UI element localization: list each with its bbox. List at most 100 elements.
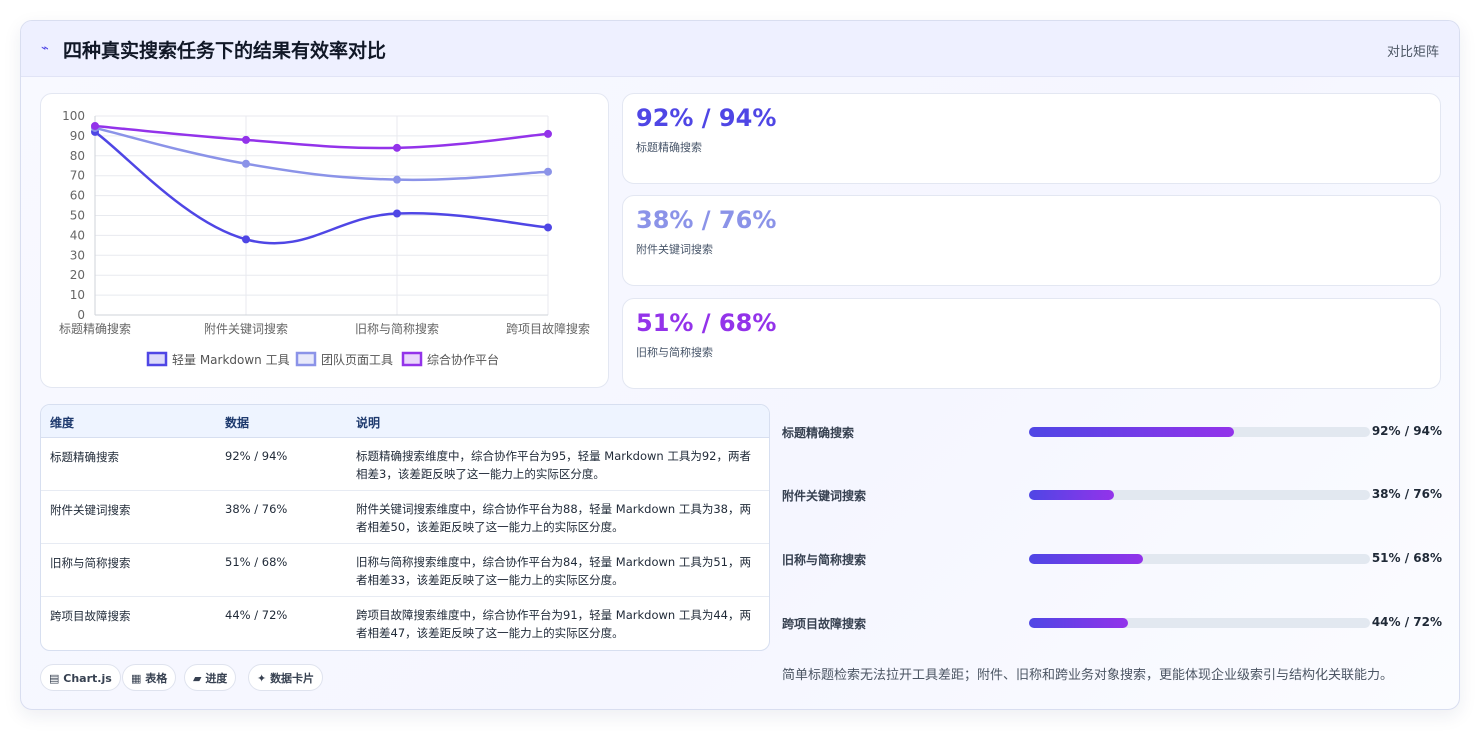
chart-icon: ▤: [49, 672, 60, 685]
progress-label: 跨项目故障搜索: [782, 617, 867, 631]
progress-label: 旧称与简称搜索: [782, 553, 867, 567]
data-point: [393, 209, 401, 218]
line-chart-card: 0 10 20 30 40 50 60 70 80 90 100 标题精确搜索 附件关键词搜索 旧称与简称…: [40, 93, 609, 388]
stat-label: 旧称与简称搜索: [636, 346, 713, 359]
column-header-description: 说明: [356, 416, 381, 430]
y-tick-label: 50: [70, 209, 85, 223]
x-tick-label: 附件关键词搜索: [204, 321, 288, 336]
cell-dimension: 旧称与简称搜索: [50, 556, 131, 570]
cell-description: 标题精确搜索维度中，综合协作平台为95，轻量 Markdown 工具为92，两者…: [356, 449, 751, 481]
progress-row: 跨项目故障搜索 44% / 72%: [782, 613, 1442, 633]
stat-label: 标题精确搜索: [636, 141, 702, 154]
column-header-data: 数据: [225, 416, 250, 430]
y-tick-label: 90: [70, 129, 85, 143]
progress-fill: [1029, 490, 1115, 500]
y-tick-label: 10: [70, 288, 85, 302]
y-tick-label: 0: [77, 308, 85, 322]
progress-value: 92% / 94%: [1371, 424, 1442, 438]
y-tick-label: 80: [70, 149, 85, 163]
cell-data: 92% / 94%: [225, 449, 288, 463]
data-point: [91, 121, 99, 130]
progress-value: 38% / 76%: [1371, 487, 1442, 501]
progress-value: 51% / 68%: [1371, 551, 1442, 565]
page-title: 四种真实搜索任务下的结果有效率对比: [63, 40, 387, 62]
chip-chartjs[interactable]: ▤ Chart.js: [40, 664, 121, 691]
progress-row: 旧称与简称搜索 51% / 68%: [782, 549, 1442, 569]
x-tick-label: 旧称与简称搜索: [355, 321, 439, 336]
legend-swatch: [146, 351, 168, 367]
cell-dimension: 附件关键词搜索: [50, 503, 131, 517]
stat-card: 38% / 76% 附件关键词搜索: [622, 195, 1441, 286]
cell-data: 44% / 72%: [225, 608, 288, 622]
progress-track: [1029, 490, 1370, 500]
y-tick-label: 30: [70, 248, 85, 262]
data-point: [242, 235, 250, 244]
cell-description: 跨项目故障搜索维度中，综合协作平台为91，轻量 Markdown 工具为44，两…: [356, 608, 751, 640]
stat-value: 38% / 76%: [636, 206, 777, 234]
progress-label: 标题精确搜索: [782, 426, 855, 440]
chip-progress[interactable]: ▰ 进度: [184, 664, 237, 691]
y-tick-label: 70: [70, 169, 85, 183]
data-point: [544, 167, 552, 176]
stat-value: 51% / 68%: [636, 309, 777, 337]
column-header-dimension: 维度: [50, 416, 75, 430]
card-icon: ✦: [257, 672, 267, 685]
y-tick-label: 100: [62, 109, 85, 123]
table-icon: ▦: [131, 672, 142, 685]
table-row: 标题精确搜索 92% / 94% 标题精确搜索维度中，综合协作平台为95，轻量 …: [41, 438, 769, 491]
data-point: [393, 175, 401, 184]
y-tick-label: 40: [70, 228, 85, 242]
legend-swatch: [401, 351, 423, 367]
progress-fill: [1029, 427, 1234, 437]
y-tick-label: 60: [70, 189, 85, 203]
progress-row: 附件关键词搜索 38% / 76%: [782, 485, 1442, 505]
legend-label: 团队页面工具: [321, 352, 393, 367]
stat-label: 附件关键词搜索: [636, 243, 713, 256]
y-tick-label: 20: [70, 268, 85, 282]
chip-table[interactable]: ▦ 表格: [122, 664, 177, 691]
matrix-label: 对比矩阵: [1386, 45, 1439, 60]
cell-dimension: 跨项目故障搜索: [50, 609, 131, 623]
stat-value: 92% / 94%: [636, 104, 777, 132]
legend-swatch: [295, 351, 317, 367]
series-line: [94, 130, 549, 245]
panel-header: ⌁ 四种真实搜索任务下的结果有效率对比 对比矩阵: [21, 21, 1459, 77]
cell-data: 38% / 76%: [225, 502, 288, 516]
progress-icon: ▰: [193, 672, 202, 685]
stat-card: 51% / 68% 旧称与简称搜索: [622, 298, 1441, 389]
table-row: 旧称与简称搜索 51% / 68% 旧称与简称搜索维度中，综合协作平台为84，轻…: [41, 544, 769, 597]
series-line: [94, 126, 549, 182]
summary-text: 简单标题检索无法拉开工具差距；附件、旧称和跨业务对象搜索，更能体现企业级索引与结…: [782, 668, 1394, 683]
progress-label: 附件关键词搜索: [782, 489, 867, 503]
x-tick-label: 标题精确搜索: [59, 321, 131, 336]
cell-dimension: 标题精确搜索: [50, 450, 119, 464]
data-point: [242, 135, 250, 144]
table-row: 附件关键词搜索 38% / 76% 附件关键词搜索维度中，综合协作平台为88，轻…: [41, 491, 769, 544]
table-header: 维度 数据 说明: [41, 405, 769, 438]
table-row: 跨项目故障搜索 44% / 72% 跨项目故障搜索维度中，综合协作平台为91，轻…: [41, 597, 769, 650]
data-point: [242, 159, 250, 168]
progress-row: 标题精确搜索 92% / 94%: [782, 422, 1442, 442]
chip-data-card[interactable]: ✦ 数据卡片: [248, 664, 324, 691]
data-table: 维度 数据 说明 标题精确搜索 92% / 94% 标题精确搜索维度中，综合协作…: [40, 404, 770, 651]
sparkline-icon: ⌁: [41, 41, 49, 56]
progress-fill: [1029, 554, 1144, 564]
progress-fill: [1029, 618, 1128, 628]
progress-track: [1029, 618, 1370, 628]
comparison-panel: ⌁ 四种真实搜索任务下的结果有效率对比 对比矩阵 0 10 20 30 40 50 60 70…: [20, 20, 1460, 710]
line-chart: 0 10 20 30 40 50 60 70 80 90 100 标题精确搜索 附件关键词搜索 旧称与简称…: [59, 109, 590, 367]
cell-description: 旧称与简称搜索维度中，综合协作平台为84，轻量 Markdown 工具为51，两…: [356, 555, 751, 587]
data-point: [393, 143, 401, 152]
legend-label: 轻量 Markdown 工具: [172, 353, 290, 367]
progress-track: [1029, 427, 1370, 437]
x-tick-label: 跨项目故障搜索: [506, 321, 590, 336]
stat-card: 92% / 94% 标题精确搜索: [622, 93, 1441, 184]
series-line: [94, 124, 549, 150]
cell-data: 51% / 68%: [225, 555, 288, 569]
data-point: [544, 129, 552, 138]
data-point: [544, 223, 552, 232]
progress-track: [1029, 554, 1370, 564]
progress-value: 44% / 72%: [1371, 615, 1442, 629]
cell-description: 附件关键词搜索维度中，综合协作平台为88，轻量 Markdown 工具为38，两…: [356, 502, 751, 534]
legend-label: 综合协作平台: [427, 352, 499, 367]
